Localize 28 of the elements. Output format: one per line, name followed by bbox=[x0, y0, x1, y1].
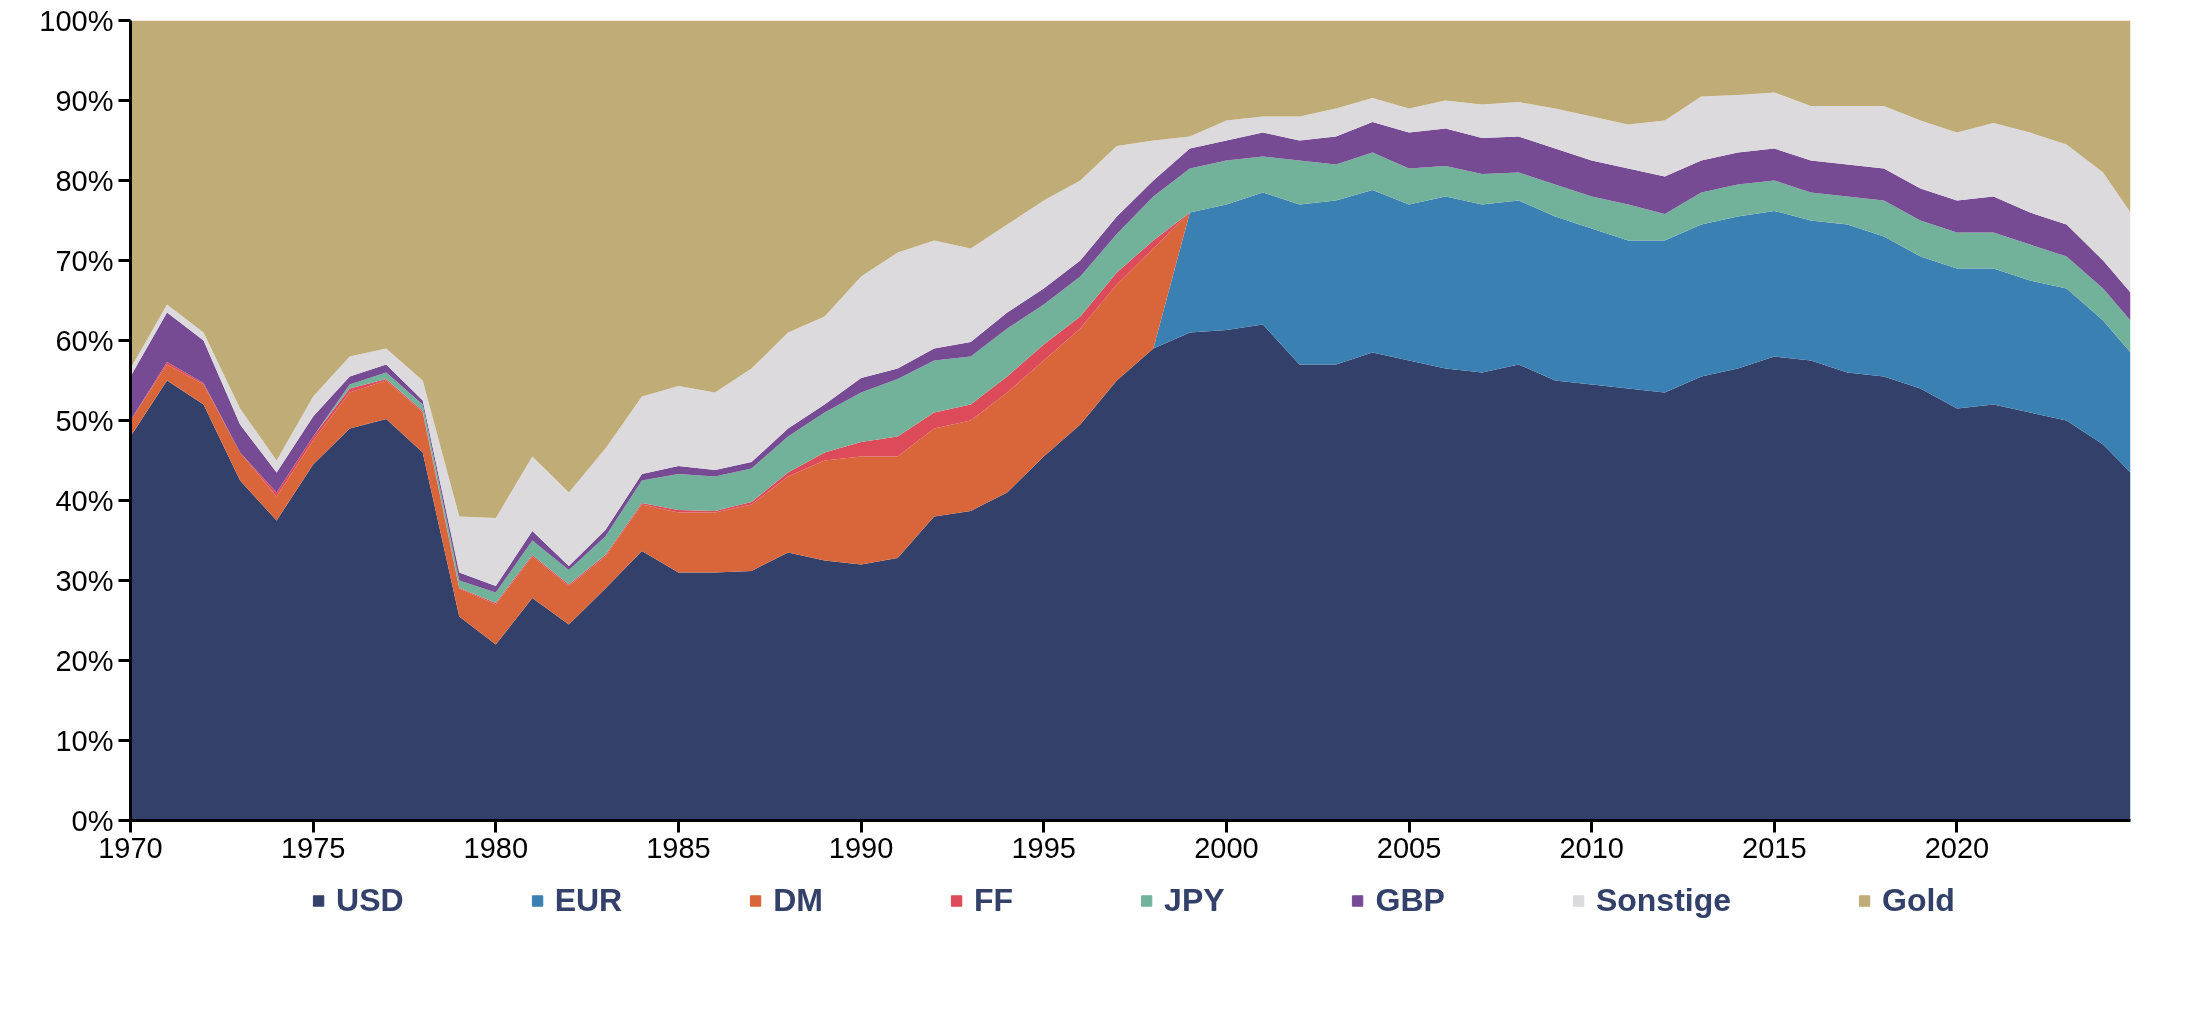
x-tick-label: 1985 bbox=[646, 831, 711, 864]
y-tick-label: 30% bbox=[55, 564, 114, 597]
x-tick-label: 1975 bbox=[280, 831, 346, 864]
legend-label: JPY bbox=[1164, 881, 1225, 919]
y-tick-label: 40% bbox=[55, 484, 114, 517]
y-tick-label: 50% bbox=[55, 404, 114, 437]
x-tick-label: 1990 bbox=[828, 831, 894, 864]
y-tick-label: 80% bbox=[55, 164, 114, 197]
x-tick-label: 2020 bbox=[1924, 831, 1990, 864]
x-tick-label: 2000 bbox=[1194, 831, 1259, 864]
legend-label: USD bbox=[336, 881, 404, 919]
x-tick-label: 2015 bbox=[1742, 831, 1807, 864]
y-tick-label: 60% bbox=[55, 324, 114, 357]
y-tick-label: 90% bbox=[55, 84, 114, 117]
legend-label: Gold bbox=[1882, 881, 1955, 919]
y-tick-label: 70% bbox=[55, 244, 114, 277]
y-tick-label: 10% bbox=[55, 724, 114, 757]
y-tick-label: 20% bbox=[55, 644, 114, 677]
legend-label: EUR bbox=[554, 881, 623, 919]
legend-label: DM bbox=[773, 881, 823, 919]
legend-label: FF bbox=[973, 881, 1014, 919]
x-tick-label: 1980 bbox=[463, 831, 529, 864]
legend-label: GBP bbox=[1375, 881, 1445, 919]
x-tick-label: 2005 bbox=[1376, 831, 1442, 864]
x-tick-label: 2010 bbox=[1559, 831, 1624, 864]
x-tick-label: 1995 bbox=[1011, 831, 1076, 864]
legend-label: Sonstige bbox=[1595, 881, 1732, 919]
y-tick-label: 100% bbox=[39, 4, 114, 37]
